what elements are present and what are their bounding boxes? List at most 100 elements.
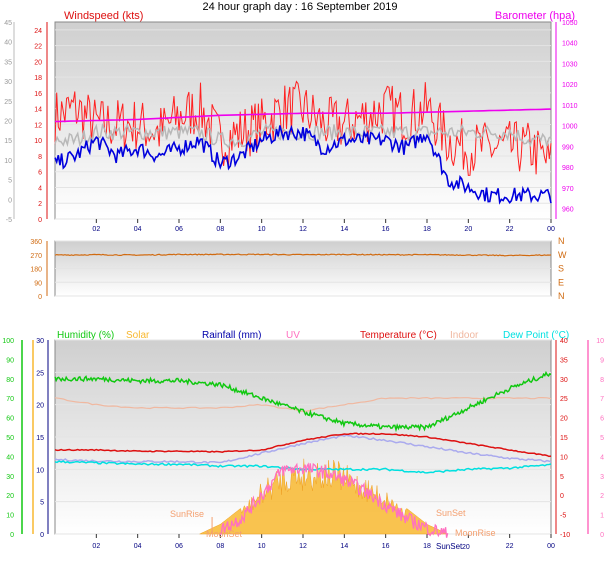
sunrise-label: SunRise	[170, 509, 204, 519]
temperature-y-tick-label: 10	[560, 454, 568, 461]
legend-indoor: Indoor	[450, 330, 479, 341]
wind-y-tick-label: 10	[34, 138, 42, 145]
humidity-line	[54, 370, 552, 433]
uv-y-tick-label: 1	[600, 513, 604, 520]
legend-uv: UV	[286, 330, 300, 341]
humidity-y-tick-label: 80	[6, 377, 14, 384]
barometer-line	[54, 108, 552, 123]
temperature-y-tick-label: 40	[560, 338, 568, 345]
wind-outer-tick-label: 5	[8, 178, 12, 185]
temperature-y-tick-label: 15	[560, 435, 568, 442]
uv-y-tick-label: 0	[600, 532, 604, 539]
baro-y-tick-label: 960	[562, 207, 574, 214]
wind-y-tick-label: 2	[38, 201, 42, 208]
temperature-y-tick-label: 5	[560, 474, 564, 481]
baro-y-tick-label: 1050	[562, 20, 578, 27]
rainfall-y-tick-label: 15	[36, 435, 44, 442]
climate-x-tick-label: 20	[462, 544, 470, 551]
wind-y-tick-label: 16	[34, 91, 42, 98]
wind-outer-tick-label: 15	[4, 138, 12, 145]
legend-solar: Solar	[126, 330, 150, 341]
baro-y-tick-label: 1040	[562, 41, 578, 48]
wind-outer-tick-label: 10	[4, 158, 12, 165]
humidity-y-tick-label: 30	[6, 474, 14, 481]
legend-temperature: Temperature (°C)	[360, 330, 437, 341]
rainfall-y-tick-label: 30	[36, 338, 44, 345]
rainfall-y-tick-label: 25	[36, 370, 44, 377]
climate-x-tick-label: 06	[175, 543, 183, 550]
temperature-y-tick-label: 30	[560, 377, 568, 384]
wind-outer-tick-label: -5	[6, 217, 12, 224]
wind-x-tick-label: 18	[423, 226, 431, 233]
climate-x-tick-label: 18	[423, 543, 431, 550]
wind-x-tick-label: 02	[92, 226, 100, 233]
baro-y-tick-label: 990	[562, 144, 574, 151]
uv-line	[219, 462, 449, 538]
wind-y-tick-label: 6	[38, 170, 42, 177]
uv-y-tick-label: 9	[600, 357, 604, 364]
baro-y-tick-label: 1000	[562, 124, 578, 131]
compass-label: W	[558, 250, 567, 260]
wind-x-tick-label: 10	[258, 226, 266, 233]
climate-x-tick-label: 16	[382, 543, 390, 550]
wind-y-tick-label: 12	[34, 122, 42, 129]
climate-x-tick-label: 02	[92, 543, 100, 550]
rainfall-y-tick-label: 0	[40, 532, 44, 539]
wind-x-tick-label: 00	[547, 226, 555, 233]
direction-y-tick-label: 0	[38, 294, 42, 301]
sunset-label: SunSet	[436, 508, 466, 518]
humidity-y-tick-label: 60	[6, 416, 14, 423]
legend-dewpoint: Dew Point (°C)	[503, 330, 569, 341]
climate-x-tick-label: 08	[216, 543, 224, 550]
compass-label: N	[558, 236, 565, 246]
legend-humidity: Humidity (%)	[57, 330, 114, 341]
wind-avg-grey-line	[54, 123, 552, 150]
humidity-y-tick-label: 20	[6, 493, 14, 500]
wind-x-tick-label: 14	[340, 226, 348, 233]
wind-title: Windspeed (kts)	[64, 10, 143, 22]
uv-y-tick-label: 10	[596, 338, 604, 345]
baro-y-tick-label: 970	[562, 186, 574, 193]
baro-y-tick-label: 1020	[562, 82, 578, 89]
wind-x-tick-label: 04	[134, 226, 142, 233]
climate-x-tick-label: 12	[299, 543, 307, 550]
rainfall-y-tick-label: 5	[40, 500, 44, 507]
climate-x-tick-label: 00	[547, 543, 555, 550]
direction-y-tick-label: 90	[34, 280, 42, 287]
humidity-y-tick-label: 0	[10, 532, 14, 539]
wind-x-tick-label: 22	[506, 226, 514, 233]
wind-outer-tick-label: 20	[4, 119, 12, 126]
dewpoint-line	[54, 460, 552, 474]
uv-y-tick-label: 7	[600, 396, 604, 403]
humidity-y-tick-label: 40	[6, 454, 14, 461]
page-title: 24 hour graph day : 16 September 2019	[202, 1, 397, 13]
wind-y-tick-label: 4	[38, 185, 42, 192]
temperature-y-tick-label: 35	[560, 357, 568, 364]
humidity-y-tick-label: 90	[6, 357, 14, 364]
wind-outer-tick-label: 45	[4, 20, 12, 27]
compass-label: S	[558, 264, 564, 274]
compass-label: N	[558, 291, 565, 301]
uv-y-tick-label: 6	[600, 416, 604, 423]
wind-outer-tick-label: 30	[4, 79, 12, 86]
baro-y-tick-label: 1030	[562, 61, 578, 68]
solar-area	[199, 458, 448, 535]
legend-rainfall: Rainfall (mm)	[202, 330, 261, 341]
wind-y-tick-label: 0	[38, 217, 42, 224]
wind-outer-tick-label: 25	[4, 99, 12, 106]
climate-x-tick-label: 10	[258, 543, 266, 550]
secondary-temperature-line	[54, 434, 552, 465]
climate-x-tick-label: 04	[134, 543, 142, 550]
wind-y-tick-label: 20	[34, 59, 42, 66]
temperature-y-tick-label: 20	[560, 416, 568, 423]
rainfall-y-tick-label: 10	[36, 467, 44, 474]
wind-y-tick-label: 24	[34, 28, 42, 35]
wind-x-tick-label: 20	[464, 226, 472, 233]
humidity-y-tick-label: 10	[6, 513, 14, 520]
moonrise-label: MoonRise	[455, 528, 496, 538]
wind-x-tick-label: 08	[216, 226, 224, 233]
moonset-label: MoonSet	[206, 529, 243, 539]
compass-label: E	[558, 277, 564, 287]
